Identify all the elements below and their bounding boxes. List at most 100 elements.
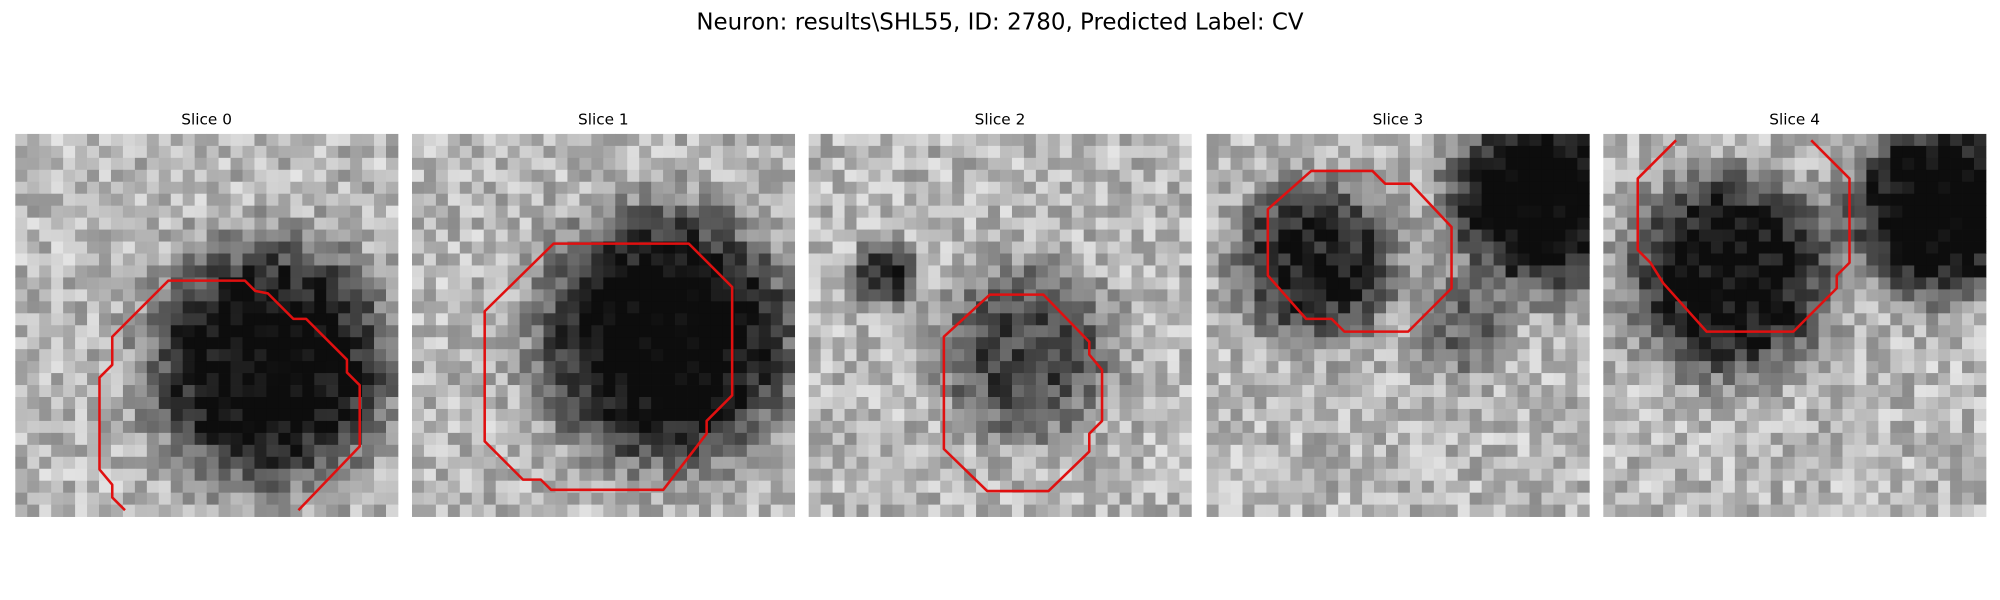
pixel	[1615, 145, 1628, 159]
pixel	[1493, 289, 1506, 302]
pixel	[1179, 217, 1192, 230]
pixel	[1758, 229, 1772, 242]
pixel	[904, 241, 917, 254]
pixel	[362, 205, 375, 219]
pixel	[110, 337, 124, 350]
pixel	[1830, 181, 1843, 195]
pixel	[1651, 133, 1664, 147]
pixel	[423, 373, 437, 386]
pixel	[555, 217, 568, 230]
pixel	[734, 253, 748, 266]
pixel	[1143, 397, 1156, 410]
pixel	[194, 157, 208, 171]
pixel	[471, 277, 485, 290]
pixel	[1469, 492, 1483, 506]
pixel	[916, 325, 929, 338]
pixel	[892, 397, 905, 410]
pixel	[471, 397, 485, 410]
pixel	[1350, 397, 1363, 410]
pixel	[1938, 133, 1951, 147]
pixel	[218, 408, 231, 422]
pixel	[1734, 349, 1748, 362]
pixel	[134, 277, 148, 290]
pixel	[734, 504, 748, 517]
pixel	[1878, 337, 1891, 350]
pixel	[663, 289, 676, 302]
pixel	[278, 420, 291, 434]
pixel	[1687, 265, 1700, 278]
pixel	[1854, 289, 1867, 302]
pixel	[63, 385, 76, 398]
pixel	[386, 325, 399, 338]
pixel	[290, 205, 303, 219]
pixel	[615, 361, 628, 374]
pixel	[782, 373, 796, 386]
pixel	[710, 325, 724, 338]
pixel	[1302, 456, 1315, 470]
pixel	[746, 432, 760, 446]
pixel	[1505, 133, 1518, 147]
pixel	[1493, 456, 1506, 470]
pixel	[603, 373, 616, 386]
pixel	[278, 205, 291, 219]
pixel	[928, 241, 941, 254]
pixel	[808, 385, 822, 398]
pixel	[639, 385, 652, 398]
pixel	[1770, 145, 1784, 159]
pixel	[1071, 373, 1085, 386]
pixel	[543, 193, 556, 207]
pixel	[1615, 181, 1628, 195]
pixel	[1950, 337, 1963, 350]
pixel	[1615, 325, 1628, 338]
pixel	[87, 444, 100, 458]
pixel	[182, 289, 196, 302]
pixel	[1481, 349, 1495, 362]
pixel	[1266, 492, 1279, 506]
pixel	[1675, 432, 1688, 446]
pixel	[1529, 480, 1542, 494]
pixel	[615, 133, 628, 147]
pixel	[543, 205, 556, 219]
pixel	[1675, 325, 1688, 338]
pixel	[1541, 373, 1554, 386]
pixel	[507, 241, 520, 254]
pixel	[278, 265, 291, 278]
pixel	[1517, 205, 1530, 219]
pixel	[1386, 444, 1399, 458]
pixel	[1926, 301, 1939, 314]
pixel	[1663, 181, 1676, 195]
pixel	[110, 181, 124, 195]
pixel	[63, 301, 76, 314]
pixel	[1758, 349, 1772, 362]
pixel	[1687, 133, 1700, 147]
pixel	[1675, 420, 1688, 434]
pixel	[579, 145, 592, 159]
pixel	[1481, 229, 1495, 242]
pixel	[1131, 480, 1144, 494]
pixel	[1071, 468, 1085, 482]
pixel	[687, 420, 700, 434]
pixel	[519, 205, 532, 219]
pixel	[1615, 217, 1628, 230]
pixel	[266, 373, 279, 386]
pixel	[206, 492, 219, 506]
pixel	[1974, 385, 1987, 398]
pixel	[868, 504, 881, 517]
pixel	[1143, 373, 1156, 386]
pixel	[663, 504, 676, 517]
pixel	[386, 301, 399, 314]
pixel	[374, 492, 387, 506]
pixel	[1119, 289, 1132, 302]
pixel	[1974, 205, 1987, 219]
pixel	[1155, 301, 1168, 314]
pixel	[1902, 229, 1915, 242]
pixel	[1059, 289, 1073, 302]
pixel	[1167, 420, 1180, 434]
pixel	[687, 289, 700, 302]
pixel	[75, 133, 88, 147]
pixel	[87, 325, 100, 338]
pixel	[1603, 420, 1616, 434]
pixel	[1167, 181, 1180, 195]
pixel	[1938, 385, 1951, 398]
pixel	[483, 277, 497, 290]
